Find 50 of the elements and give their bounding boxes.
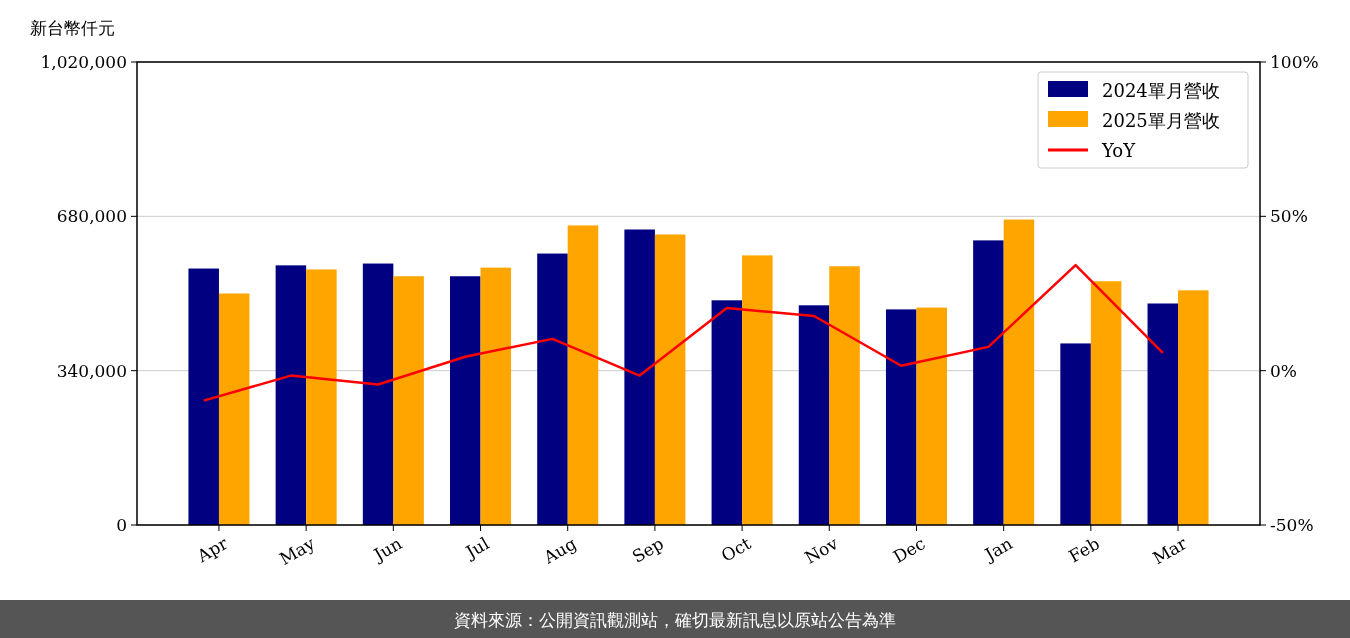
bar bbox=[1147, 303, 1179, 525]
x-tick-label: Nov bbox=[801, 532, 842, 568]
x-tick-label: Jun bbox=[368, 533, 406, 566]
x-tick-label: Oct bbox=[717, 533, 755, 566]
y2-tick-label: 100% bbox=[1270, 52, 1319, 72]
x-tick-label: Mar bbox=[1149, 532, 1191, 569]
y2-tick-label: -50% bbox=[1270, 515, 1314, 535]
y-axis-title: 新台幣仟元 bbox=[30, 18, 115, 38]
bar bbox=[798, 305, 830, 525]
bar bbox=[654, 234, 686, 525]
x-tick-label: Sep bbox=[628, 533, 667, 567]
y-tick-label: 680,000 bbox=[56, 206, 127, 227]
x-tick-label: Feb bbox=[1065, 533, 1103, 567]
x-tick-label: Jul bbox=[460, 533, 493, 564]
y-tick-label: 340,000 bbox=[56, 360, 127, 381]
x-tick-label: May bbox=[275, 532, 319, 570]
bar bbox=[1178, 290, 1209, 525]
bar bbox=[916, 307, 947, 525]
bar bbox=[742, 255, 773, 525]
bar bbox=[567, 225, 599, 525]
bar bbox=[306, 269, 337, 525]
bar bbox=[973, 240, 1004, 525]
bar bbox=[450, 276, 481, 525]
legend-label: 2025單月營收 bbox=[1102, 110, 1220, 131]
x-tick-label: Jan bbox=[979, 533, 1016, 566]
bar bbox=[480, 267, 512, 525]
bar bbox=[1003, 219, 1035, 525]
legend-label: YoY bbox=[1101, 140, 1137, 161]
x-tick-label: Aug bbox=[539, 533, 580, 569]
x-tick-label: Apr bbox=[192, 532, 232, 567]
bar bbox=[885, 309, 917, 525]
legend-label: 2024單月營收 bbox=[1102, 80, 1220, 101]
bar bbox=[218, 293, 250, 525]
y-tick-label: 1,020,000 bbox=[40, 52, 127, 72]
line-series bbox=[202, 263, 1165, 402]
x-tick-label: Dec bbox=[889, 533, 929, 568]
y-tick-label: 0 bbox=[116, 515, 127, 535]
bar bbox=[362, 263, 394, 525]
bar bbox=[1090, 281, 1122, 525]
source-note: 資料來源：公開資訊觀測站，確切最新訊息以原站公告為準 bbox=[454, 610, 896, 630]
bar bbox=[624, 229, 655, 525]
y2-tick-label: 50% bbox=[1270, 206, 1308, 227]
bar bbox=[188, 268, 219, 525]
bar bbox=[537, 253, 568, 525]
bar bbox=[275, 265, 307, 525]
bar bbox=[393, 276, 424, 525]
y2-tick-label: 0% bbox=[1270, 360, 1297, 381]
bar bbox=[1060, 343, 1091, 525]
bar bbox=[711, 300, 743, 525]
bar bbox=[829, 266, 860, 525]
